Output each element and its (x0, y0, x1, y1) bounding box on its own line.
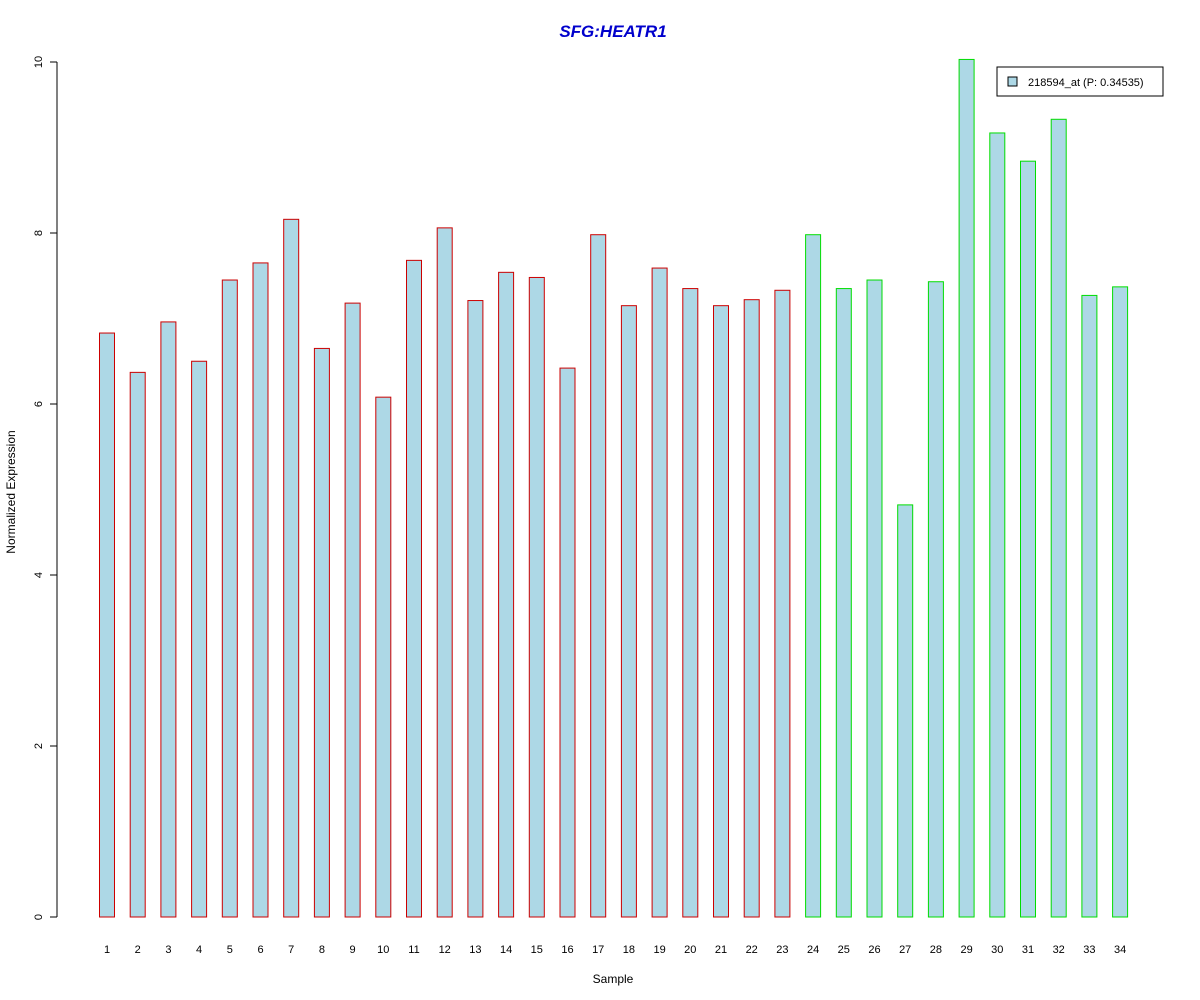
x-tick-label: 18 (623, 944, 635, 956)
x-tick-label: 7 (288, 944, 294, 956)
bar-sample-27 (897, 504, 914, 918)
y-tick-label: 4 (33, 572, 45, 578)
x-tick-label: 12 (439, 944, 451, 956)
bar-sample-3 (160, 321, 177, 918)
y-tick-label: 2 (33, 743, 45, 749)
bar-sample-29 (958, 58, 975, 918)
x-tick-label: 25 (838, 944, 850, 956)
chart-title: SFG:HEATR1 (559, 22, 666, 41)
bar-sample-15 (528, 276, 545, 918)
x-tick-label: 34 (1114, 944, 1126, 956)
bar-sample-11 (406, 259, 422, 918)
x-tick-label: 6 (257, 944, 263, 956)
bar-sample-12 (436, 227, 453, 918)
x-tick-label: 2 (135, 944, 141, 956)
bars-group (99, 58, 1129, 918)
bar-sample-23 (774, 289, 791, 918)
x-tick-label: 24 (807, 944, 819, 956)
bar-sample-33 (1081, 294, 1098, 918)
x-tick-label: 11 (408, 944, 419, 956)
x-tick-label: 14 (500, 944, 512, 956)
y-tick-label: 8 (33, 230, 45, 236)
x-tick-label: 29 (960, 944, 972, 956)
legend-label: 218594_at (P: 0.34535) (1028, 77, 1144, 89)
x-tick-label: 1 (104, 944, 110, 956)
bar-sample-21 (713, 305, 729, 918)
legend: 218594_at (P: 0.34535) (996, 66, 1164, 97)
x-tick-label: 10 (377, 944, 389, 956)
y-tick-label: 0 (33, 914, 45, 920)
y-tick-label: 6 (33, 401, 45, 407)
x-tick-label: 27 (899, 944, 911, 956)
x-tick-labels: 1 2 3 4 5 6 7 8 9 10 11 12 13 14 15 16 17 18 19 20 21 22 23 24 2… (104, 944, 1126, 956)
bar-sample-9 (344, 302, 361, 918)
x-tick-label: 9 (350, 944, 356, 956)
bar-sample-30 (989, 132, 1006, 918)
x-tick-label: 22 (746, 944, 758, 956)
bar-sample-28 (927, 281, 944, 918)
bar-sample-24 (805, 234, 822, 918)
legend-swatch (1007, 76, 1018, 87)
x-tick-label: 33 (1083, 944, 1095, 956)
x-axis-label: Sample (593, 972, 634, 986)
bar-sample-32 (1050, 118, 1067, 918)
y-axis: 0 2 4 6 8 10 (33, 56, 58, 920)
y-axis-label: Normalized Expression (4, 430, 18, 553)
x-tick-label: 15 (531, 944, 543, 956)
x-tick-label: 31 (1022, 944, 1034, 956)
x-tick-label: 4 (196, 944, 202, 956)
x-tick-label: 32 (1053, 944, 1065, 956)
x-tick-label: 28 (930, 944, 942, 956)
bar-sample-7 (283, 218, 300, 918)
legend-box (996, 66, 1164, 97)
bar-sample-8 (313, 347, 330, 918)
bar-sample-6 (252, 262, 269, 918)
bar-sample-4 (191, 360, 208, 918)
bar-sample-19 (651, 267, 668, 918)
x-tick-label: 8 (319, 944, 325, 956)
bar-sample-10 (375, 396, 392, 918)
bar-sample-5 (221, 279, 238, 918)
bar-sample-14 (498, 271, 515, 918)
x-tick-label: 23 (776, 944, 788, 956)
x-tick-label: 13 (469, 944, 481, 956)
x-tick-label: 19 (653, 944, 665, 956)
x-tick-label: 17 (592, 944, 604, 956)
bar-sample-13 (467, 300, 484, 918)
bar-sample-34 (1112, 286, 1129, 918)
x-tick-label: 21 (715, 944, 727, 956)
bar-sample-22 (743, 299, 760, 918)
x-tick-label: 3 (165, 944, 171, 956)
x-tick-label: 20 (684, 944, 696, 956)
bar-sample-18 (620, 305, 637, 918)
bar-sample-1 (99, 332, 115, 918)
bar-sample-2 (129, 371, 146, 918)
x-tick-label: 30 (991, 944, 1003, 956)
y-tick-label: 10 (33, 56, 45, 68)
bar-sample-20 (682, 288, 699, 918)
bar-sample-26 (866, 279, 883, 918)
bar-sample-17 (590, 234, 607, 918)
x-tick-label: 16 (561, 944, 573, 956)
bar-sample-25 (835, 288, 852, 918)
bar-sample-31 (1020, 160, 1036, 918)
x-tick-label: 26 (868, 944, 880, 956)
bar-sample-16 (559, 367, 576, 918)
x-tick-label: 5 (227, 944, 233, 956)
